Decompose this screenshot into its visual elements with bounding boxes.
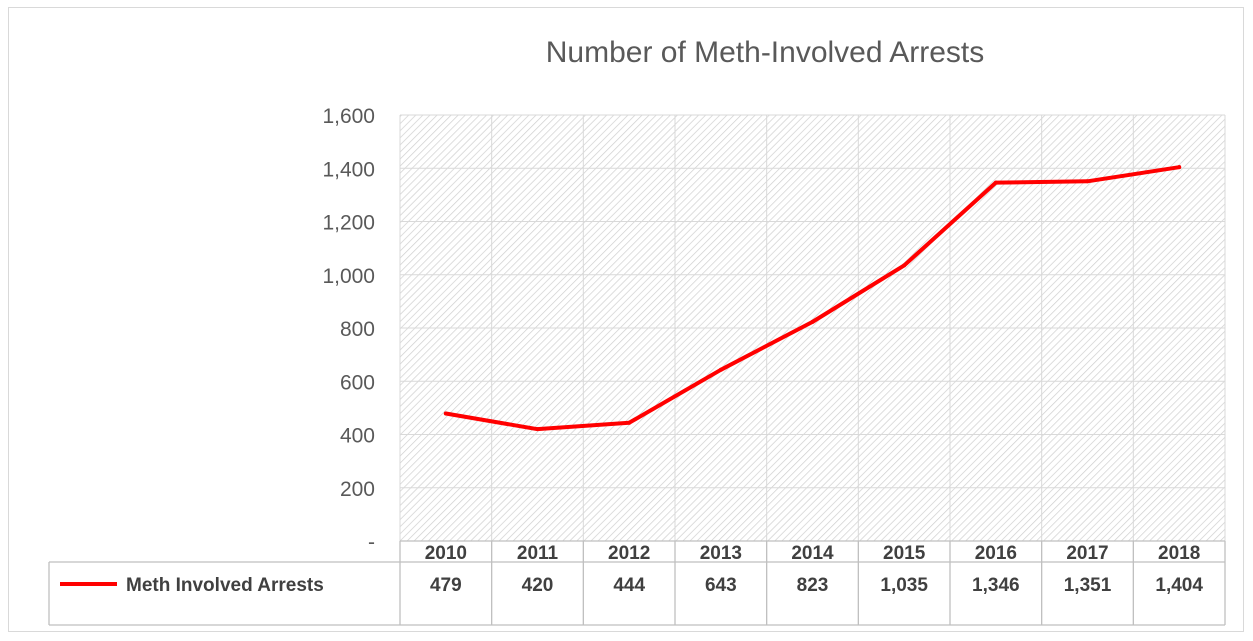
data-label-2015: 1,035 [880, 575, 928, 596]
y-tick-label: 800 [340, 318, 375, 341]
data-table: 2010 2011 2012 2013 2014 2015 2016 2017 2018 Meth… [48, 540, 1226, 626]
data-point-2018 [1177, 165, 1182, 170]
chart-title: Number of Meth-Involved Arrests [546, 36, 985, 69]
data-point-2017 [1085, 179, 1090, 184]
x-tick-label-2017: 2017 [1066, 543, 1108, 564]
gridlines [399, 114, 1226, 541]
data-label-2017: 1,351 [1064, 575, 1112, 596]
x-tick-label-2013: 2013 [700, 543, 742, 564]
data-point-2016 [993, 180, 998, 185]
data-label-2016: 1,346 [972, 575, 1020, 596]
data-label-2018: 1,404 [1155, 575, 1203, 596]
data-point-2013 [718, 367, 723, 372]
x-tick-label-2015: 2015 [883, 543, 926, 564]
y-tick-label: 400 [340, 425, 375, 448]
data-point-2011 [535, 427, 540, 432]
y-tick-label: 1,400 [322, 158, 375, 181]
data-label-2011: 420 [522, 575, 554, 596]
data-point-2014 [810, 319, 815, 324]
y-tick-label: 200 [340, 478, 375, 501]
data-point-2010 [443, 411, 448, 416]
data-point-2015 [902, 263, 907, 268]
data-label-2010: 479 [430, 575, 462, 596]
y-tick-label: 600 [340, 371, 375, 394]
y-tick-label: 1,000 [322, 265, 375, 288]
x-tick-label-2012: 2012 [608, 543, 650, 564]
y-tick-label: 1,600 [322, 105, 375, 128]
data-label-2014: 823 [797, 575, 829, 596]
y-axis-ticks: - 200 400 600 800 1,000 1,200 1,400 1,600 [322, 105, 375, 554]
x-tick-label-2014: 2014 [791, 543, 834, 564]
data-label-2012: 444 [613, 575, 645, 596]
x-tick-label-2016: 2016 [975, 543, 1017, 564]
data-point-2012 [627, 420, 632, 425]
legend-label: Meth Involved Arrests [126, 575, 324, 596]
y-tick-label: - [368, 531, 375, 554]
y-tick-label: 1,200 [322, 212, 375, 235]
x-tick-label-2011: 2011 [517, 543, 559, 564]
series-points [443, 165, 1182, 432]
x-tick-label-2010: 2010 [425, 543, 467, 564]
x-tick-label-2018: 2018 [1158, 543, 1200, 564]
data-label-2013: 643 [705, 575, 737, 596]
